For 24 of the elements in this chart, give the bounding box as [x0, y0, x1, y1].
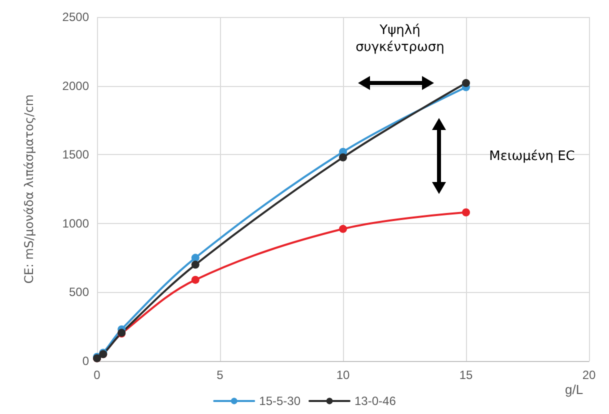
x-tick-label: 15: [459, 368, 473, 382]
x-axis-title: g/L: [565, 382, 584, 397]
y-tick-label: 1000: [62, 216, 90, 230]
y-axis-title: CE: mS/μονάδα λιπάσματος/cm: [22, 94, 36, 284]
y-tick-label: 0: [82, 354, 90, 368]
legend-label: 15-5-30: [259, 394, 301, 408]
point: [191, 276, 200, 284]
point: [339, 224, 347, 233]
x-tick-label: 0: [94, 368, 101, 382]
y-tick-label: 500: [68, 285, 90, 300]
annotation: Υψηλή συγκέντρωση: [354, 22, 446, 56]
y-tick-label: 1500: [62, 148, 90, 162]
x-tick-label: 20: [582, 368, 596, 382]
y-tick-label: 2000: [62, 78, 90, 93]
point: [339, 153, 347, 162]
legend-label: 13-0-46: [354, 394, 396, 408]
x-tick-label: 5: [216, 368, 224, 382]
x-tick-label: 10: [336, 368, 350, 382]
point: [462, 208, 470, 216]
point: [462, 79, 470, 88]
annotation: Μειωμένη EC: [488, 148, 576, 165]
y-tick-label: 2500: [62, 10, 90, 24]
point: [191, 260, 200, 269]
point: [191, 254, 200, 262]
